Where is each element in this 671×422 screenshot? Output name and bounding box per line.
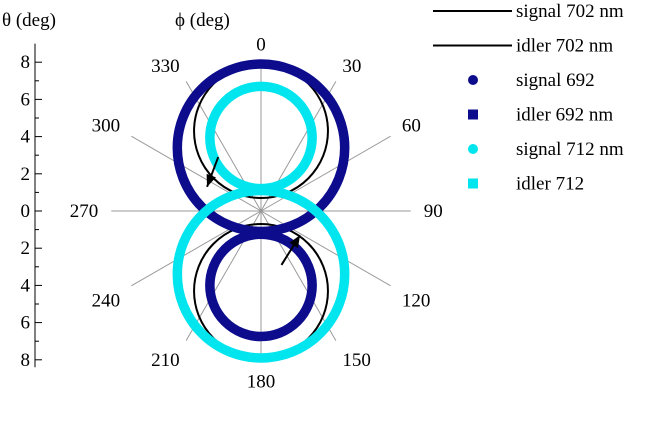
legend-label: signal 702 nm [516, 1, 624, 22]
phi-label-210: 210 [151, 350, 180, 371]
arrow-head-0 [206, 173, 216, 187]
legend-label: idler 692 nm [516, 105, 613, 126]
ring-square-3 [205, 229, 317, 342]
legend-label: signal 692 [516, 70, 595, 91]
theta-tick-label: 4 [21, 275, 31, 296]
legend-item-3: idler 692 nm [468, 105, 613, 126]
legend-circle-swatch [468, 75, 478, 85]
phi-label-330: 330 [151, 56, 180, 77]
ring-square-5 [172, 185, 350, 363]
phi-label-30: 30 [342, 56, 361, 77]
arrow-head-1 [289, 235, 301, 249]
legend-label: idler 702 nm [516, 36, 613, 57]
theta-tick-label: 2 [21, 164, 31, 185]
phi-spokes [111, 61, 411, 361]
phi-axis-label: ϕ (deg) [175, 10, 230, 31]
phi-label-120: 120 [402, 290, 431, 311]
phi-label-180: 180 [247, 372, 276, 393]
phi-label-150: 150 [342, 350, 371, 371]
legend-item-2: signal 692 [468, 70, 595, 91]
theta-tick-label: 6 [21, 89, 31, 110]
phi-label-240: 240 [92, 290, 121, 311]
spoke-300 [131, 135, 262, 212]
theta-tick-label: 8 [21, 52, 31, 73]
legend-item-4: signal 712 nm [468, 139, 624, 160]
legend-item-0: signal 702 nm [433, 1, 624, 22]
legend-label: idler 712 [516, 174, 584, 195]
legend-label: signal 712 nm [516, 139, 624, 160]
phi-label-270: 270 [70, 201, 99, 222]
theta-tick-label: 2 [21, 238, 31, 259]
theta-axis: 8 6 4 2 0 2 4 6 8 [21, 43, 42, 371]
spoke-240 [131, 210, 262, 287]
theta-tick-label: 8 [21, 350, 31, 371]
legend-square-swatch [468, 109, 478, 120]
annotation-arrows [206, 156, 301, 266]
data-rings [172, 59, 350, 363]
phi-label-0: 0 [256, 34, 266, 55]
phi-labels: 0 30 60 90 120 150 180 210 240 270 300 330 [70, 34, 443, 392]
legend-item-5: idler 712 [468, 174, 584, 195]
phi-label-60: 60 [402, 116, 421, 137]
theta-tick-label: 4 [21, 127, 31, 148]
legend-square-swatch [468, 178, 478, 189]
theta-tick-label: 6 [21, 313, 31, 334]
phi-label-90: 90 [424, 201, 443, 222]
legend: signal 702 nm idler 702 nm signal 692 idler… [433, 1, 624, 195]
legend-circle-swatch [468, 144, 478, 154]
theta-tick-label: 0 [21, 201, 31, 222]
phi-label-300: 300 [92, 116, 121, 137]
legend-item-1: idler 702 nm [433, 36, 613, 57]
spoke-60 [260, 135, 391, 212]
spoke-120 [260, 210, 391, 287]
theta-axis-label: θ (deg) [2, 10, 56, 31]
